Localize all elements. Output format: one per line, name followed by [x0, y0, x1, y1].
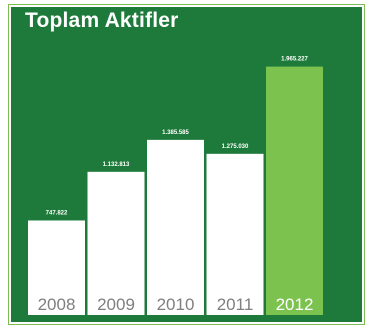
bar-2010: [147, 139, 204, 315]
category-label-2011: 2011: [217, 295, 254, 314]
bar-chart: 747.822 2008 1.132.813 2009 1.385.585 2010 1.2…: [28, 57, 323, 315]
chart-panel: Toplam Aktifler 747.822 2008 1.132.813 2009…: [11, 7, 362, 322]
chart-frame: Toplam Aktifler 747.822 2008 1.132.813 2009…: [8, 4, 365, 325]
bar-2011: [206, 153, 264, 315]
category-label-2010: 2010: [157, 295, 195, 314]
category-label-2009: 2009: [97, 295, 135, 314]
bar-2009: [87, 171, 145, 315]
category-label-2008: 2008: [38, 295, 76, 314]
chart-title: Toplam Aktifler: [25, 9, 179, 32]
bar-2008: [28, 220, 85, 315]
bar-2012: [266, 66, 323, 315]
value-label-2011: 1.275.030: [222, 144, 249, 150]
category-label-2012: 2012: [276, 295, 314, 314]
value-label-2009: 1.132.813: [103, 162, 130, 168]
value-label-2010: 1.385.585: [162, 130, 189, 136]
value-label-2012: 1.965.227: [281, 57, 308, 63]
value-label-2008: 747.822: [46, 210, 68, 216]
